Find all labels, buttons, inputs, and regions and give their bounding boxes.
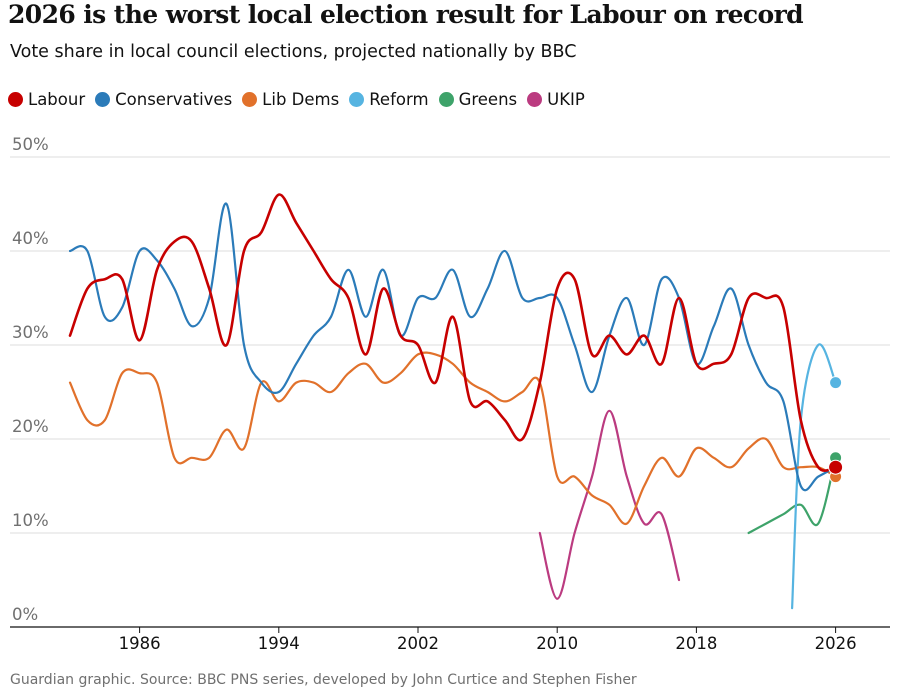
end-marker-reform: [829, 376, 843, 390]
x-tick-label-1994: 1994: [258, 634, 300, 653]
y-tick-label-10: 10%: [12, 511, 49, 530]
x-tick-label-2026: 2026: [815, 634, 857, 653]
chart-title: 2026 is the worst local election result …: [8, 0, 804, 29]
legend-item-lib-dems: Lib Dems: [242, 90, 339, 109]
legend-label-labour: Labour: [28, 90, 86, 109]
legend-item-labour: Labour: [8, 90, 85, 109]
legend-label-conservatives: Conservatives: [115, 90, 233, 109]
legend-item-reform: Reform: [349, 90, 429, 109]
x-tick-label-2010: 2010: [536, 634, 578, 653]
y-tick-label-30: 30%: [12, 323, 49, 342]
series-line-labour: [68, 193, 837, 472]
y-tick-label-0: 0%: [12, 605, 38, 624]
legend-label-greens: Greens: [458, 90, 518, 109]
series-line-ukip: [538, 409, 681, 600]
y-tick-label-50: 50%: [12, 135, 49, 154]
legend-label-lib-dems: Lib Dems: [262, 90, 340, 109]
x-tick-label-2002: 2002: [397, 634, 439, 653]
legend-item-greens: Greens: [438, 90, 518, 109]
legend-item-ukip: UKIP: [527, 90, 585, 109]
series-line-conservatives: [68, 202, 837, 492]
legend-swatch-greens: [438, 92, 454, 107]
series-line-lib-dems: [68, 351, 837, 525]
legend-label-reform: Reform: [369, 90, 429, 109]
x-tick-label-1986: 1986: [119, 634, 161, 653]
x-tick-label-2018: 2018: [675, 634, 717, 653]
series-line-greens: [747, 456, 837, 535]
legend-swatch-reform: [349, 92, 365, 107]
legend-swatch-ukip: [527, 92, 543, 107]
legend-item-conservatives: Conservatives: [95, 90, 232, 109]
chart-subtitle: Vote share in local council elections, p…: [10, 42, 577, 62]
legend-label-ukip: UKIP: [547, 90, 585, 109]
legend-swatch-labour: [8, 92, 23, 107]
legend: Labour Conservatives Lib Dems Reform Gre…: [8, 90, 595, 109]
end-marker-labour: [828, 459, 844, 475]
legend-swatch-lib-dems: [242, 92, 258, 107]
legend-swatch-conservatives: [95, 92, 111, 107]
chart-source: Guardian graphic. Source: BBC PNS series…: [10, 672, 637, 688]
y-tick-label-40: 40%: [12, 229, 49, 248]
y-tick-label-20: 20%: [12, 417, 49, 436]
series-line-reform: [791, 343, 837, 610]
